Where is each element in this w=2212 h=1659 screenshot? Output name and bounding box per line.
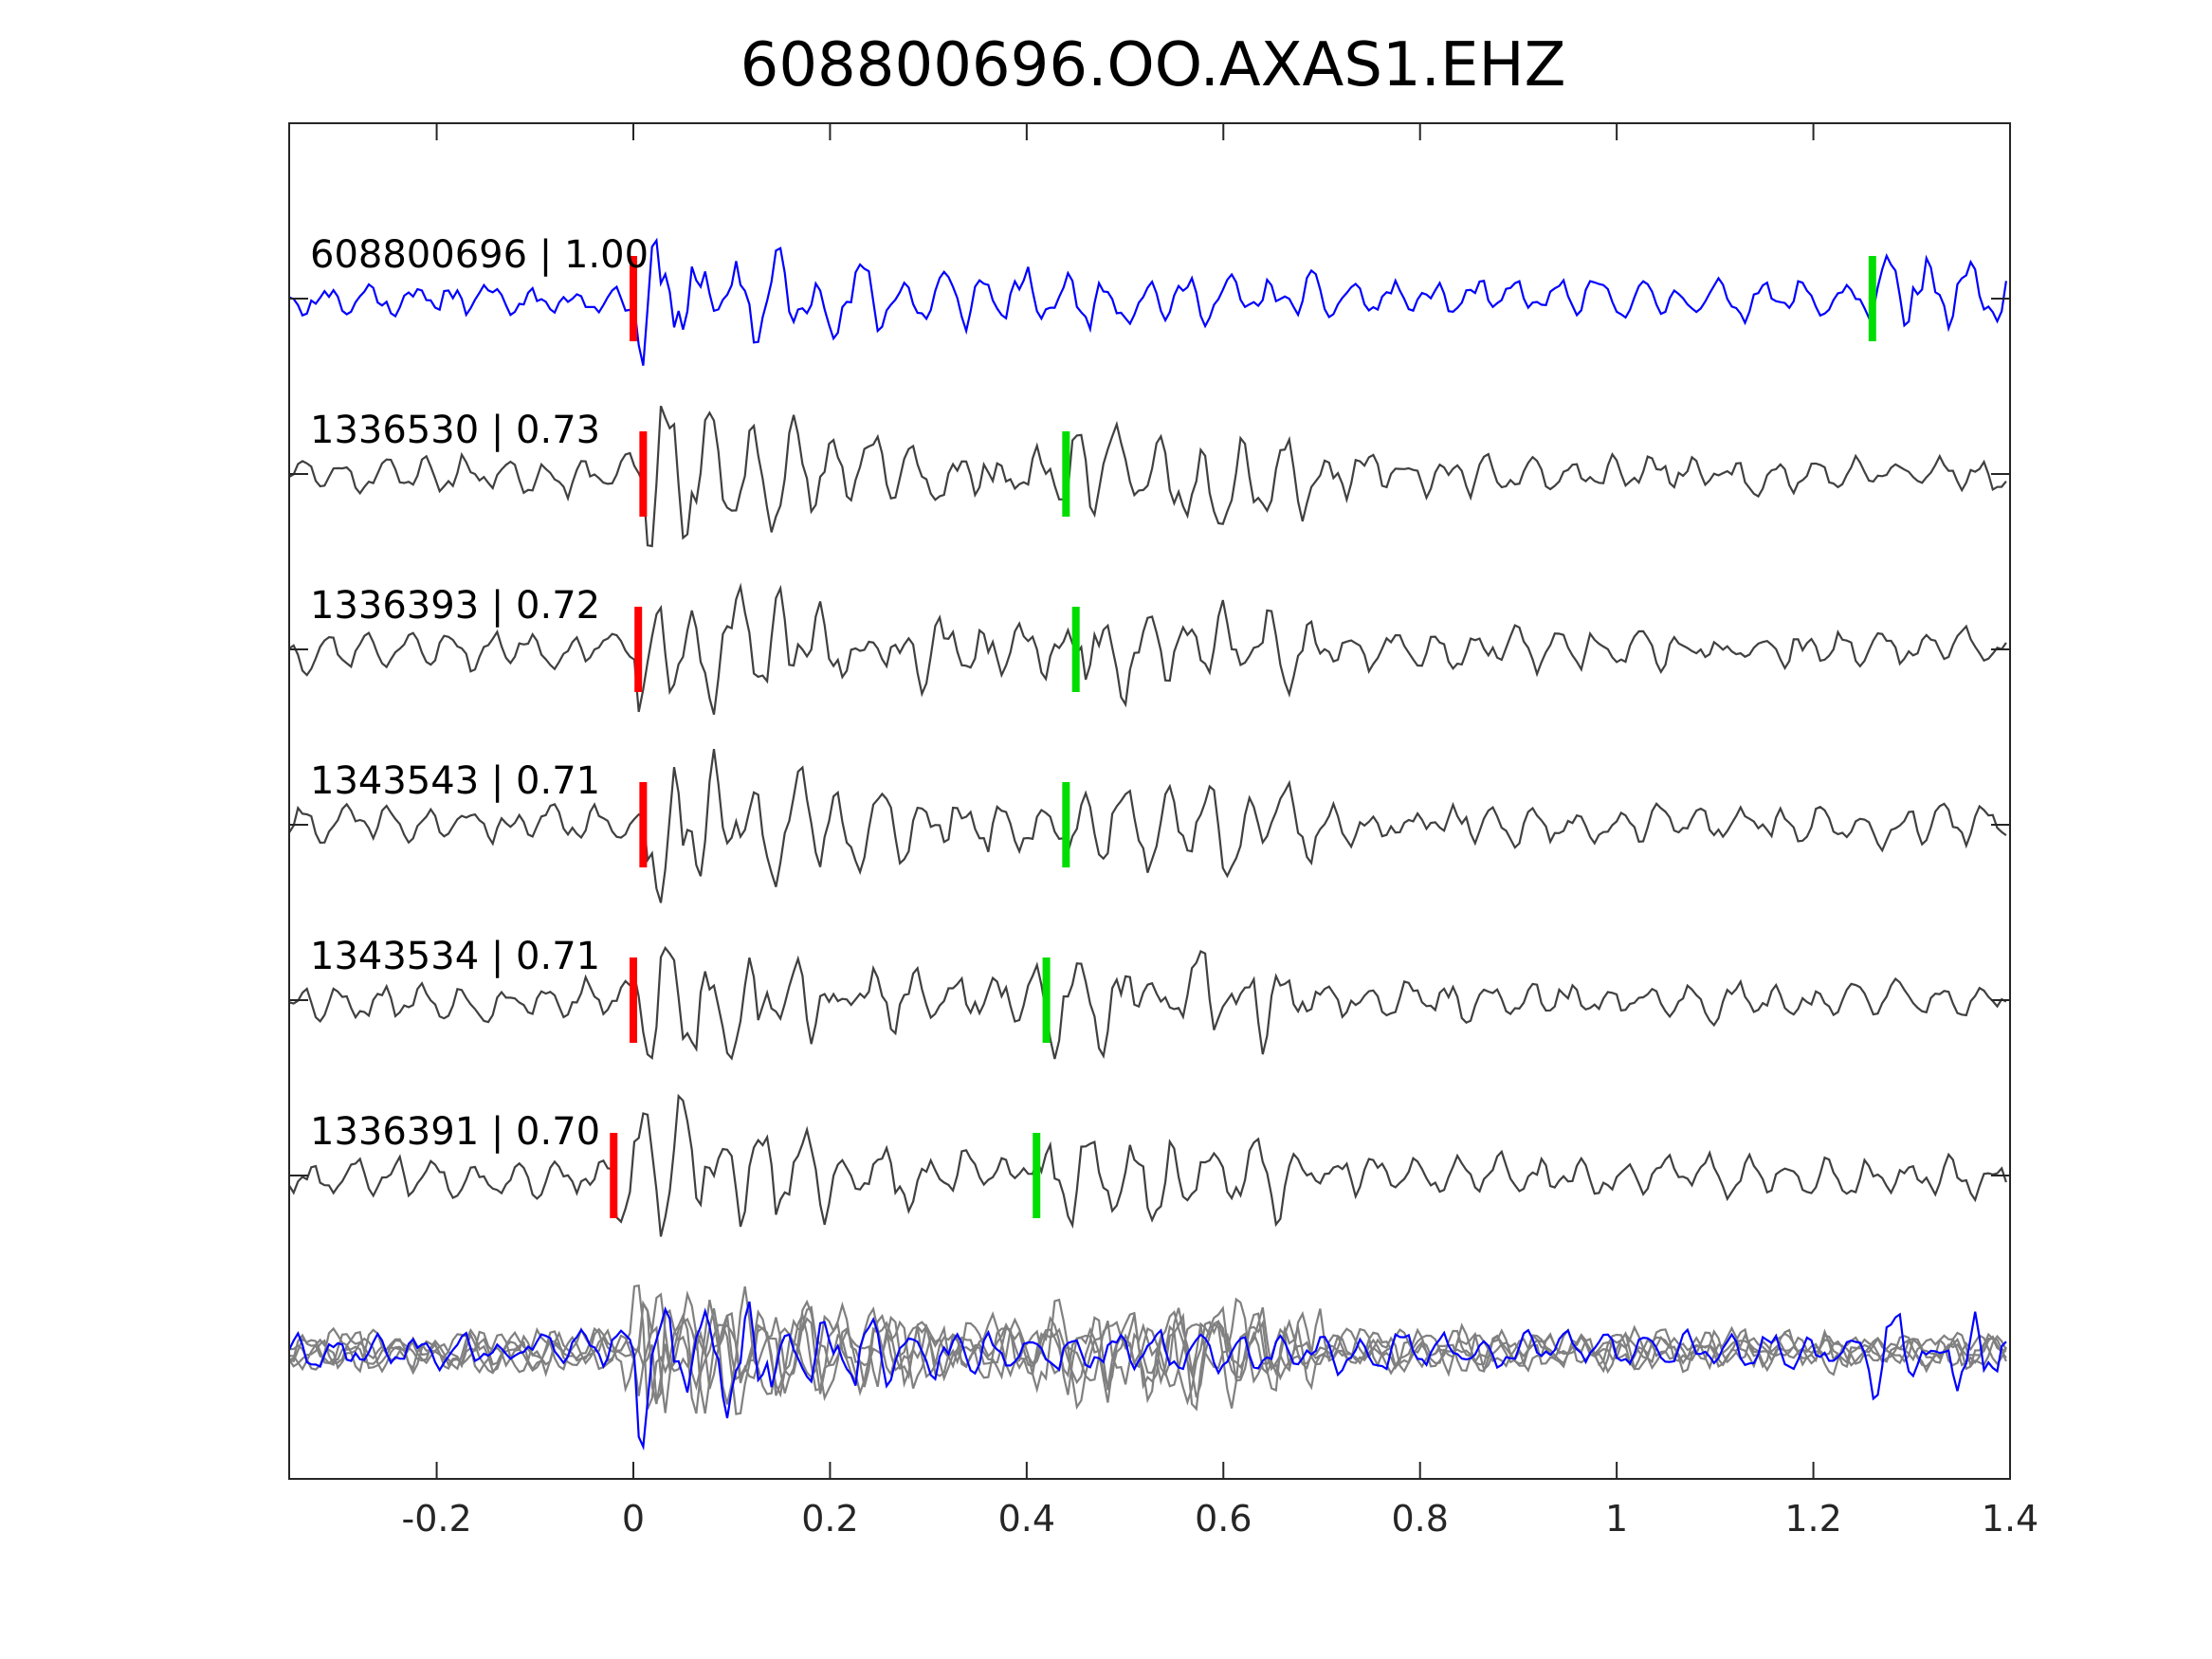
trace-labels: 608800696 | 1.00 1336530 | 0.73 1336393 | … (310, 233, 649, 1154)
waveform-1336530 (288, 405, 2007, 548)
traces-group (288, 237, 2010, 1237)
trace-label-1336391: 1336391 | 0.70 (310, 1110, 600, 1154)
phase-picks (610, 256, 1876, 1218)
x-tick-label: 0 (622, 1498, 645, 1540)
stack-waveform-1336391 (288, 1298, 2007, 1413)
waveform-608800696 (288, 237, 2007, 366)
x-tick-label: 0.2 (801, 1498, 858, 1540)
waveform-1343543 (288, 749, 2007, 903)
trace-label-608800696: 608800696 | 1.00 (310, 233, 649, 277)
x-tick-label: 1.2 (1784, 1498, 1841, 1540)
x-tick-label: -0.2 (401, 1498, 471, 1540)
chart-title: 608800696.OO.AXAS1.EHZ (740, 30, 1566, 100)
x-axis-ticks: -0.2 0 0.2 0.4 0.6 0.8 1 1.2 1.4 (401, 123, 2038, 1540)
waveform-1336393 (288, 582, 2007, 715)
waveform-1336391 (288, 1093, 2007, 1237)
trace-label-1343543: 1343543 | 0.71 (310, 759, 600, 803)
x-tick-label: 0.8 (1391, 1498, 1448, 1540)
x-tick-label: 1 (1605, 1498, 1628, 1540)
waveform-1343534 (288, 945, 2007, 1061)
x-tick-label: 1.4 (1982, 1498, 2038, 1540)
axes-frame (288, 122, 2011, 1480)
x-tick-label: 0.4 (998, 1498, 1055, 1540)
x-tick-label: 0.6 (1195, 1498, 1252, 1540)
trace-label-1336530: 1336530 | 0.73 (310, 409, 600, 452)
trace-label-1336393: 1336393 | 0.72 (310, 584, 600, 628)
stack-waveform-1343543 (288, 1290, 2007, 1414)
stacked-waveforms (288, 1284, 2007, 1451)
trace-label-1343534: 1343534 | 0.71 (310, 935, 600, 978)
stack-waveform-608800696 (288, 1301, 2007, 1451)
